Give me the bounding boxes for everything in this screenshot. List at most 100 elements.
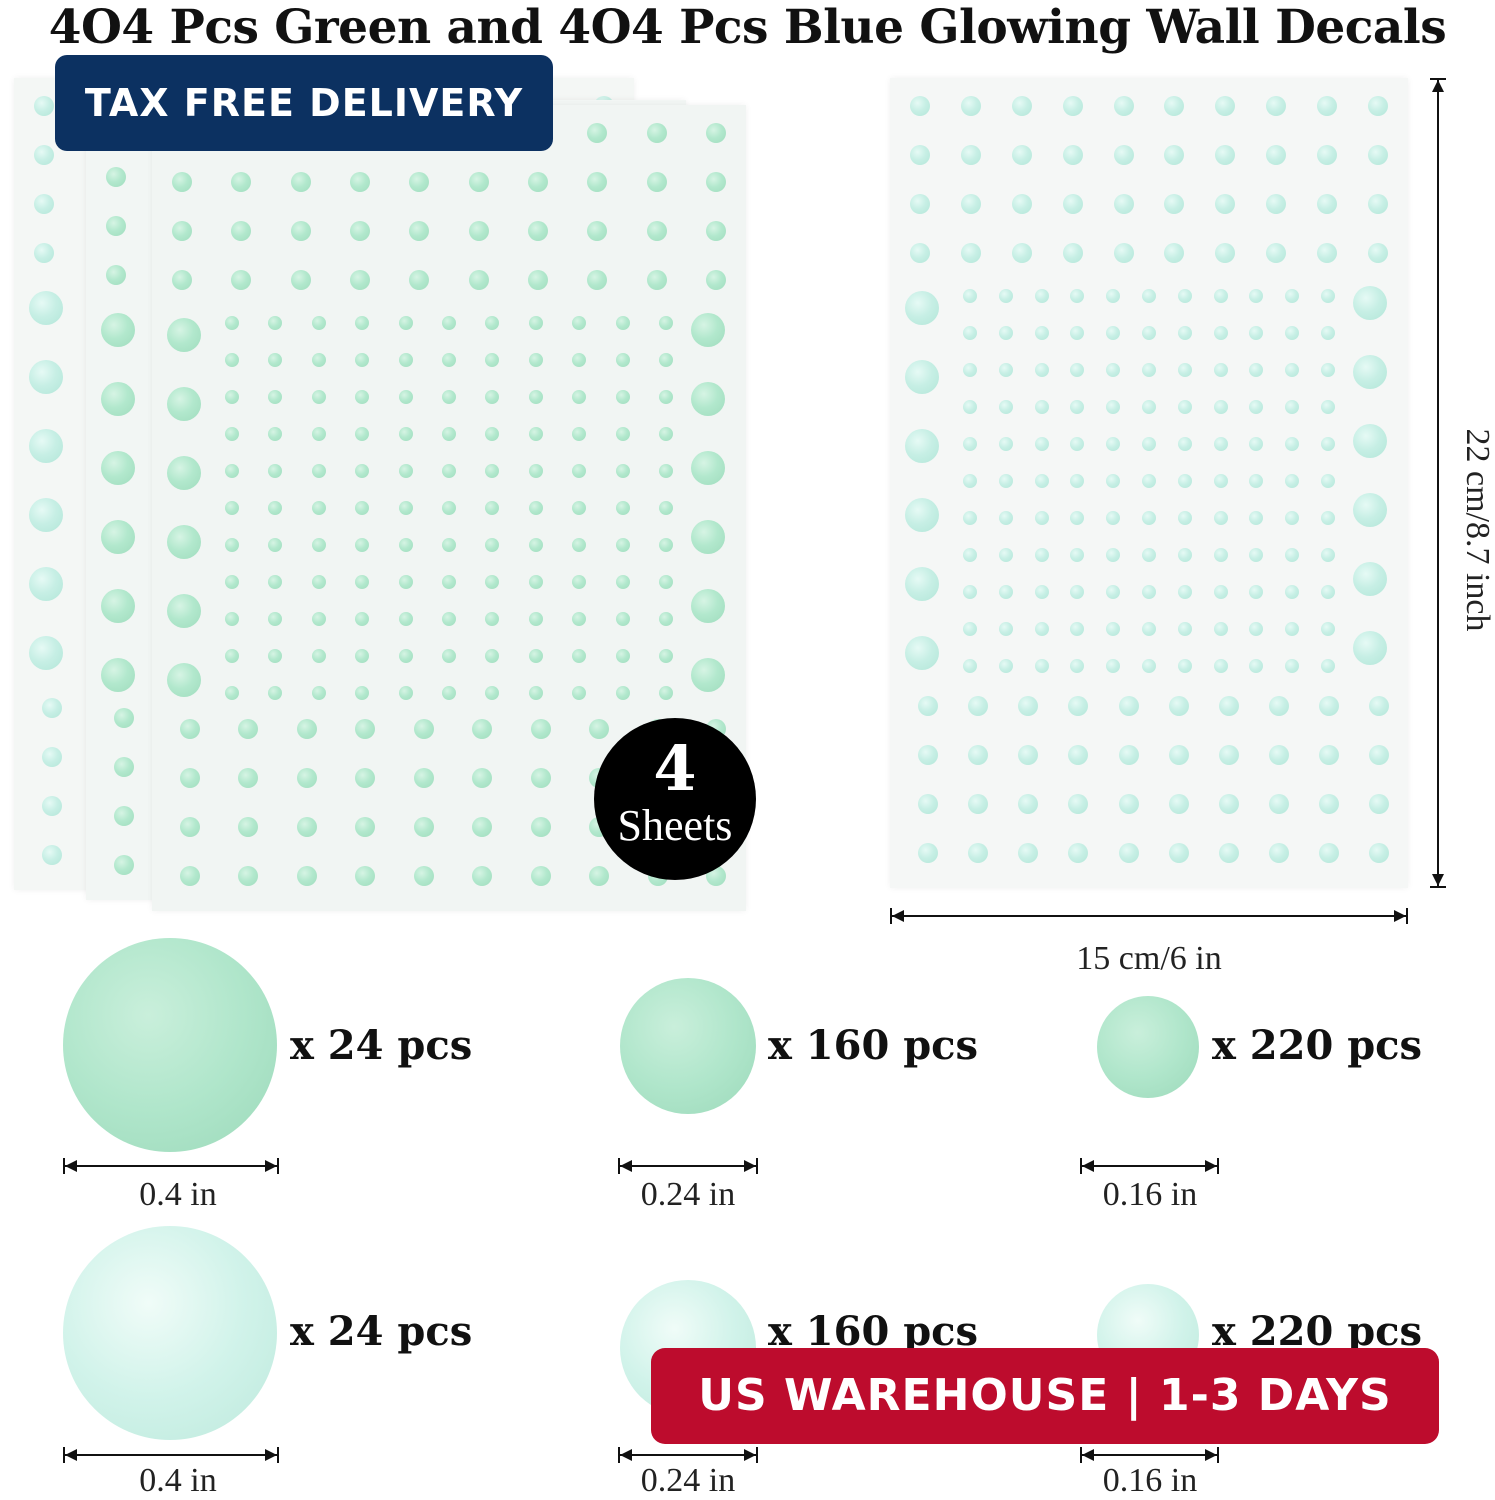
decal-dot	[963, 400, 977, 414]
decal-dot	[167, 456, 201, 490]
decal-dot	[355, 390, 370, 404]
decal-dot	[1070, 585, 1085, 599]
decal-dot	[530, 866, 551, 886]
decal-dot	[528, 270, 548, 290]
decal-dot	[311, 575, 326, 589]
decal-dot	[1034, 474, 1049, 488]
decal-dot	[1062, 194, 1083, 214]
decal-dot	[1034, 511, 1049, 525]
decal-dot	[1369, 794, 1390, 814]
decal-dot	[296, 768, 317, 788]
decal-dot	[1142, 289, 1156, 303]
decal-dot	[659, 612, 673, 626]
decal-dot	[646, 221, 667, 241]
decal-dot	[398, 538, 413, 552]
decal-dot	[1034, 585, 1049, 599]
decal-dot	[1034, 659, 1049, 673]
decal-dot	[1168, 696, 1189, 716]
decal-dot	[589, 866, 610, 886]
decal-dot	[268, 390, 283, 404]
blue-large-dimension	[63, 1447, 279, 1463]
decal-dot	[1321, 474, 1335, 488]
decal-dot	[615, 501, 630, 515]
decal-dot	[963, 659, 977, 673]
decal-dot	[1177, 326, 1192, 340]
decal-dot	[311, 501, 326, 515]
decal-dot	[960, 96, 981, 116]
decal-dot	[1164, 96, 1185, 116]
decal-dot	[998, 326, 1013, 340]
decal-dot	[589, 719, 610, 739]
decal-dot	[1218, 794, 1239, 814]
decal-dot	[1070, 548, 1085, 562]
decal-dot	[905, 636, 939, 670]
decal-dot	[615, 427, 630, 441]
decal-dot	[1018, 794, 1039, 814]
decal-dot	[910, 194, 930, 214]
decal-dot	[1164, 243, 1185, 263]
decal-dot	[615, 316, 630, 330]
decal-dot	[1218, 745, 1239, 765]
decal-dot	[1118, 696, 1139, 716]
decal-dot	[268, 538, 283, 552]
decal-dot	[355, 817, 376, 837]
decal-dot	[231, 270, 252, 290]
decal-dot	[659, 353, 673, 367]
decal-dot	[468, 221, 489, 241]
decal-dot	[1177, 289, 1192, 303]
decal-dot	[225, 501, 239, 515]
decal-dot	[918, 696, 938, 716]
decal-dot	[442, 464, 456, 478]
green-medium-diameter: 0.24 in	[640, 1176, 736, 1213]
decal-dot	[918, 794, 938, 814]
decal-dot	[398, 390, 413, 404]
green-large-quantity: x 24 pcs	[290, 1022, 473, 1069]
decal-dot	[172, 270, 192, 290]
decal-dot	[106, 265, 126, 285]
decal-dot	[1215, 243, 1236, 263]
decal-dot	[1113, 145, 1134, 165]
decal-dot	[29, 291, 63, 325]
decal-dot	[1142, 400, 1156, 414]
decal-dot	[1118, 745, 1139, 765]
decal-dot	[659, 427, 673, 441]
decal-dot	[572, 575, 587, 589]
decal-dot	[1011, 145, 1032, 165]
decal-dot	[1177, 622, 1192, 636]
decal-dot	[409, 172, 430, 192]
decal-dot	[910, 145, 930, 165]
decal-dot	[355, 353, 370, 367]
decal-dot	[1070, 622, 1085, 636]
decal-dot	[442, 316, 456, 330]
decal-dot	[918, 843, 938, 863]
decal-dot	[963, 622, 977, 636]
decal-dot	[355, 501, 370, 515]
decal-dot	[398, 464, 413, 478]
dot-grid	[152, 105, 746, 911]
decal-dot	[350, 270, 370, 290]
decal-dot	[1213, 474, 1228, 488]
decal-dot	[485, 538, 500, 552]
blue-small-diameter: 0.16 in	[1102, 1462, 1198, 1499]
decal-dot	[1213, 289, 1228, 303]
decal-dot	[180, 817, 200, 837]
decal-dot	[34, 194, 54, 214]
decal-dot	[225, 649, 239, 663]
decal-dot	[615, 612, 630, 626]
decal-dot	[225, 353, 239, 367]
decal-dot	[238, 866, 259, 886]
decal-dot	[355, 719, 376, 739]
decal-dot	[1215, 194, 1236, 214]
decal-dot	[572, 390, 587, 404]
decal-dot	[1011, 194, 1032, 214]
decal-dot	[1070, 437, 1085, 451]
decal-dot	[659, 501, 673, 515]
decal-dot	[1106, 363, 1121, 377]
decal-dot	[472, 866, 493, 886]
decal-dot	[572, 427, 587, 441]
decal-dot	[905, 567, 939, 601]
decal-dot	[485, 575, 500, 589]
decal-dot	[268, 649, 283, 663]
decal-dot	[1118, 794, 1139, 814]
decal-dot	[968, 794, 989, 814]
